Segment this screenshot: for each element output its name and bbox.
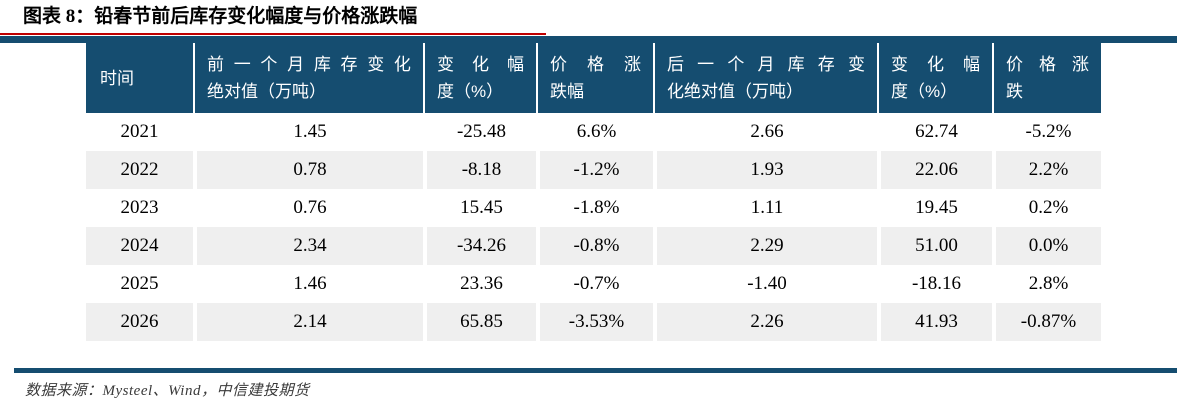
header-prev-month-abs-change: 前一个月库存变化 绝对值（万吨） <box>193 43 423 113</box>
value-cell: 2.8% <box>992 265 1101 303</box>
header-label-line1: 价格涨 <box>550 55 641 74</box>
value-cell: 51.00 <box>877 227 992 265</box>
value-cell: -8.18 <box>423 151 536 189</box>
value-cell: 2.26 <box>653 303 877 341</box>
value-cell: -0.87% <box>992 303 1101 341</box>
header-time: 时间 <box>86 43 193 113</box>
value-cell: 0.2% <box>992 189 1101 227</box>
header-label-line2: 绝对值（万吨） <box>207 82 326 101</box>
header-next-month-abs-change: 后一个月库存变 化绝对值（万吨） <box>653 43 877 113</box>
header-change-pct-next: 变化幅 度（%） <box>877 43 992 113</box>
table-row: 2025 1.46 23.36 -0.7% -1.40 -18.16 2.8% <box>86 265 1101 303</box>
value-cell: 2.66 <box>653 113 877 151</box>
value-cell: 0.0% <box>992 227 1101 265</box>
table-body: 2021 1.45 -25.48 6.6% 2.66 62.74 -5.2% 2022 0.78… <box>86 113 1101 341</box>
value-cell: 65.85 <box>423 303 536 341</box>
value-cell: 41.93 <box>877 303 992 341</box>
value-cell: -1.8% <box>536 189 653 227</box>
header-label-line1: 变化幅 <box>891 55 980 74</box>
value-cell: -0.7% <box>536 265 653 303</box>
value-cell: 1.46 <box>193 265 423 303</box>
value-cell: 0.78 <box>193 151 423 189</box>
value-cell: 2.34 <box>193 227 423 265</box>
value-cell: 23.36 <box>423 265 536 303</box>
data-table: 时间 前一个月库存变化 绝对值（万吨） 变化幅 度（%） 价格涨 跌幅 后一个月… <box>86 43 1101 341</box>
header-label-line1: 后一个月库存变 <box>667 55 865 74</box>
value-cell: 0.76 <box>193 189 423 227</box>
year-cell: 2022 <box>86 151 193 189</box>
header-price-change-prev: 价格涨 跌幅 <box>536 43 653 113</box>
header-label-line1: 变化幅 <box>437 55 524 74</box>
header-label-line2: 度（%） <box>437 82 504 101</box>
value-cell: 62.74 <box>877 113 992 151</box>
value-cell: -3.53% <box>536 303 653 341</box>
header-label-line2: 跌 <box>1006 82 1023 101</box>
value-cell: 22.06 <box>877 151 992 189</box>
figure-title: 图表 8：铅春节前后库存变化幅度与价格涨跌幅 <box>23 6 418 27</box>
value-cell: 1.93 <box>653 151 877 189</box>
header-label: 时间 <box>100 68 134 88</box>
header-price-change-next: 价格涨 跌 <box>992 43 1101 113</box>
value-cell: 2.14 <box>193 303 423 341</box>
year-cell: 2025 <box>120 273 159 294</box>
header-label-line2: 度（%） <box>891 82 958 101</box>
value-cell: -0.8% <box>536 227 653 265</box>
year-cell: 2021 <box>120 121 159 142</box>
value-cell: 15.45 <box>423 189 536 227</box>
value-cell: -18.16 <box>877 265 992 303</box>
data-source-note: 数据来源：Mysteel、Wind，中信建投期货 <box>25 383 310 399</box>
value-cell: 6.6% <box>536 113 653 151</box>
table-row: 2023 0.76 15.45 -1.8% 1.11 19.45 0.2% <box>86 189 1101 227</box>
table-row: 2024 2.34 -34.26 -0.8% 2.29 51.00 0.0% <box>86 227 1101 265</box>
value-cell: 1.11 <box>653 189 877 227</box>
year-cell: 2023 <box>120 197 159 218</box>
value-cell: -34.26 <box>423 227 536 265</box>
header-label-line1: 前一个月库存变化 <box>207 55 411 74</box>
value-cell: -25.48 <box>423 113 536 151</box>
value-cell: 1.45 <box>193 113 423 151</box>
value-cell: -5.2% <box>992 113 1101 151</box>
header-change-pct-prev: 变化幅 度（%） <box>423 43 536 113</box>
title-underline <box>0 33 546 35</box>
value-cell: 2.29 <box>653 227 877 265</box>
header-label-line2: 跌幅 <box>550 82 584 101</box>
value-cell: 2.2% <box>992 151 1101 189</box>
year-cell: 2026 <box>86 303 193 341</box>
bottom-rule <box>14 368 1177 373</box>
header-label-line1: 价格涨 <box>1006 55 1089 74</box>
table-row: 2021 1.45 -25.48 6.6% 2.66 62.74 -5.2% <box>86 113 1101 151</box>
top-rule <box>0 36 1177 43</box>
table-row: 2022 0.78 -8.18 -1.2% 1.93 22.06 2.2% <box>86 151 1101 189</box>
value-cell: -1.2% <box>536 151 653 189</box>
year-cell: 2024 <box>86 227 193 265</box>
table-header: 时间 前一个月库存变化 绝对值（万吨） 变化幅 度（%） 价格涨 跌幅 后一个月… <box>86 43 1101 113</box>
value-cell: 19.45 <box>877 189 992 227</box>
header-label-line2: 化绝对值（万吨） <box>667 82 803 101</box>
table-row: 2026 2.14 65.85 -3.53% 2.26 41.93 -0.87% <box>86 303 1101 341</box>
value-cell: -1.40 <box>653 265 877 303</box>
